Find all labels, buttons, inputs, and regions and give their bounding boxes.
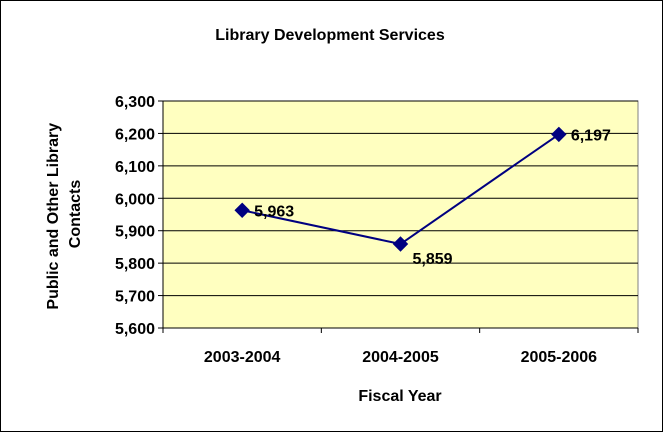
y-tick-label: 6,000 bbox=[115, 191, 155, 208]
chart-title: Library Development Services bbox=[215, 27, 445, 44]
y-axis-label-line-1: Public and Other Library bbox=[45, 123, 62, 310]
data-label: 5,963 bbox=[254, 203, 294, 220]
y-tick-label: 5,600 bbox=[115, 321, 155, 338]
x-tick-label: 2004-2005 bbox=[362, 349, 439, 366]
data-point-marker bbox=[392, 236, 409, 252]
y-tick-label: 6,100 bbox=[115, 159, 155, 176]
y-tick-label: 5,900 bbox=[115, 224, 155, 241]
y-axis-label-line-2: Contacts bbox=[67, 180, 84, 249]
y-tick-label: 5,800 bbox=[115, 256, 155, 273]
y-tick-label: 6,200 bbox=[115, 126, 155, 143]
x-axis-ticks: 2003-2004 2004-2005 2005-2006 bbox=[162, 327, 639, 366]
data-label: 5,859 bbox=[413, 251, 453, 268]
data-label: 6,197 bbox=[571, 127, 611, 144]
plot-area bbox=[162, 100, 639, 329]
y-axis-label: Public and Other Library Contacts bbox=[45, 118, 84, 309]
y-tick-label: 6,300 bbox=[115, 94, 155, 111]
data-point-marker bbox=[234, 202, 250, 218]
x-tick-label: 2005-2006 bbox=[521, 349, 598, 366]
data-point-marker bbox=[551, 126, 567, 143]
x-axis-label: Fiscal Year bbox=[358, 388, 441, 405]
series-line-group: 5,963 5,859 6,197 bbox=[234, 126, 611, 268]
y-tick-label: 5,700 bbox=[115, 289, 155, 306]
y-axis-ticks: 5,600 5,700 5,800 5,900 6,000 6,100 6,200 6,300 bbox=[115, 94, 164, 338]
x-tick-label: 2003-2004 bbox=[204, 349, 281, 366]
